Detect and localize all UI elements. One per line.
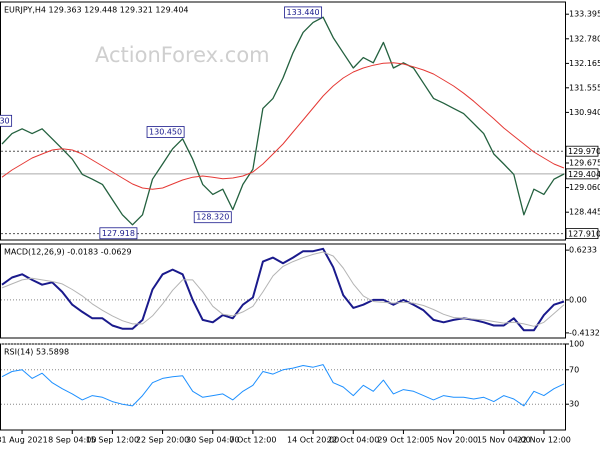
annotation: 127.918 <box>102 229 135 238</box>
y-tick-label: 0.00 <box>569 295 587 304</box>
y-tick-label: -0.4132 <box>569 328 600 337</box>
annotation: 133.440 <box>287 8 320 17</box>
x-tick-label: 5 Nov 20:00 <box>429 436 478 445</box>
panel-frame <box>0 343 566 431</box>
annotation: 730 <box>0 116 10 125</box>
panel-title: EURJPY,H4 129.363 129.448 129.321 129.40… <box>4 6 189 15</box>
y-tick-label: 0.6233 <box>569 246 597 255</box>
x-tick-label: 22 Nov 12:00 <box>517 436 571 445</box>
series-line <box>1 251 565 327</box>
y-tick-label: 131.555 <box>569 83 600 92</box>
x-tick-label: 15 Sep 12:00 <box>86 436 139 445</box>
watermark: ActionForex.com <box>95 43 270 67</box>
y-tick-label: 132.165 <box>569 59 600 68</box>
y-tick-label: 133.395 <box>569 10 600 19</box>
level-label: 127.910 <box>568 230 600 239</box>
y-tick-label: 70 <box>569 365 579 374</box>
series-line <box>1 16 565 226</box>
y-tick-label: 129.060 <box>569 183 600 192</box>
y-tick-label: 128.445 <box>569 208 600 217</box>
x-tick-label: 31 Aug 2021 <box>0 436 48 445</box>
x-tick-label: 22 Oct 04:00 <box>327 436 379 445</box>
annotation-box <box>146 126 185 138</box>
level-label-box <box>565 228 599 240</box>
series-line <box>1 62 565 190</box>
x-tick-label: 14 Oct 20:00 <box>287 436 339 445</box>
panel-frame <box>0 243 566 339</box>
panel-title: RSI(14) 53.5898 <box>4 348 69 357</box>
annotation-box <box>99 227 138 240</box>
x-tick-label: 7 Oct 12:00 <box>229 436 276 445</box>
panel-title: MACD(12,26,9) -0.0183 -0.0629 <box>4 248 132 257</box>
y-tick-label: 30 <box>569 400 579 409</box>
annotation-box <box>0 114 13 127</box>
x-tick-label: 29 Oct 12:00 <box>377 436 429 445</box>
panel-frame <box>0 1 566 241</box>
series-line <box>1 247 565 332</box>
x-tick-label: 22 Sep 20:00 <box>136 436 189 445</box>
x-tick-label: 15 Nov 04:00 <box>477 436 531 445</box>
x-tick-label: 30 Sep 04:00 <box>186 436 239 445</box>
level-label-box <box>565 145 599 157</box>
annotation: 128.320 <box>196 213 229 222</box>
y-tick-label: 130.940 <box>569 108 600 117</box>
x-tick-label: 8 Sep 04:00 <box>48 436 96 445</box>
level-label: 129.404 <box>568 170 600 179</box>
y-tick-label: 132.780 <box>569 34 600 43</box>
level-label-box <box>565 168 599 180</box>
annotation: 130.450 <box>149 128 182 137</box>
y-tick-label: 100 <box>569 340 584 349</box>
series-line <box>1 364 565 407</box>
annotation-box <box>284 6 323 19</box>
annotation-box <box>193 211 232 224</box>
level-label: 129.970 <box>568 147 600 156</box>
y-tick-label: 129.675 <box>569 159 600 168</box>
